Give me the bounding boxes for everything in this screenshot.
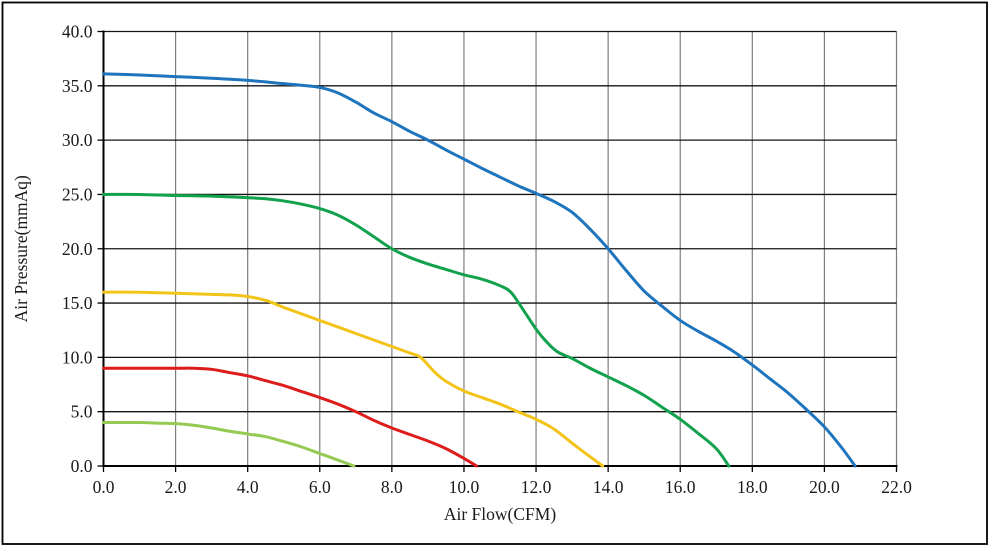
- x-tick-label: 10.0: [449, 477, 480, 497]
- y-tick-label: 35.0: [62, 76, 93, 96]
- x-tick-label: 12.0: [521, 477, 552, 497]
- y-tick-label: 30.0: [62, 130, 93, 150]
- y-tick-label: 20.0: [62, 239, 93, 259]
- curve-9mmaq-red: [102, 366, 479, 468]
- y-tick-label: 25.0: [62, 184, 93, 204]
- x-tick-label: 16.0: [665, 477, 696, 497]
- x-axis-title: Air Flow(CFM): [444, 504, 556, 524]
- y-tick-label: 40.0: [62, 22, 93, 42]
- tick-labels: 0.0 2.0 4.0 6.0 8.0 10.0 12.0 14.0 16.0 18.0 20.0 2…: [62, 22, 912, 498]
- y-tick-label: 15.0: [62, 293, 93, 313]
- curve-36mmaq-blue: [102, 72, 857, 468]
- page-border: [1, 1, 988, 545]
- y-axis-title: Air Pressure(mmAq): [11, 175, 31, 322]
- curve-16mmaq-yellow: [102, 290, 605, 468]
- x-tick-label: 14.0: [593, 477, 624, 497]
- x-tick-label: 2.0: [165, 477, 187, 497]
- x-tick-label: 6.0: [309, 477, 331, 497]
- performance-curves: [102, 72, 857, 468]
- x-tick-label: 18.0: [737, 477, 768, 497]
- y-tick-label: 0.0: [71, 456, 93, 476]
- x-tick-label: 22.0: [881, 477, 912, 497]
- x-tick-label: 8.0: [381, 477, 403, 497]
- x-tick-label: 4.0: [237, 477, 259, 497]
- x-tick-label: 0.0: [93, 477, 115, 497]
- curve-25mmaq-green: [102, 192, 731, 468]
- curve-4mmaq-lightgreen: [102, 421, 356, 468]
- x-tick-label: 20.0: [809, 477, 840, 497]
- gridlines: [103, 30, 898, 466]
- y-tick-label: 5.0: [71, 402, 93, 422]
- tick-marks: [97, 30, 898, 472]
- y-tick-label: 10.0: [62, 347, 93, 367]
